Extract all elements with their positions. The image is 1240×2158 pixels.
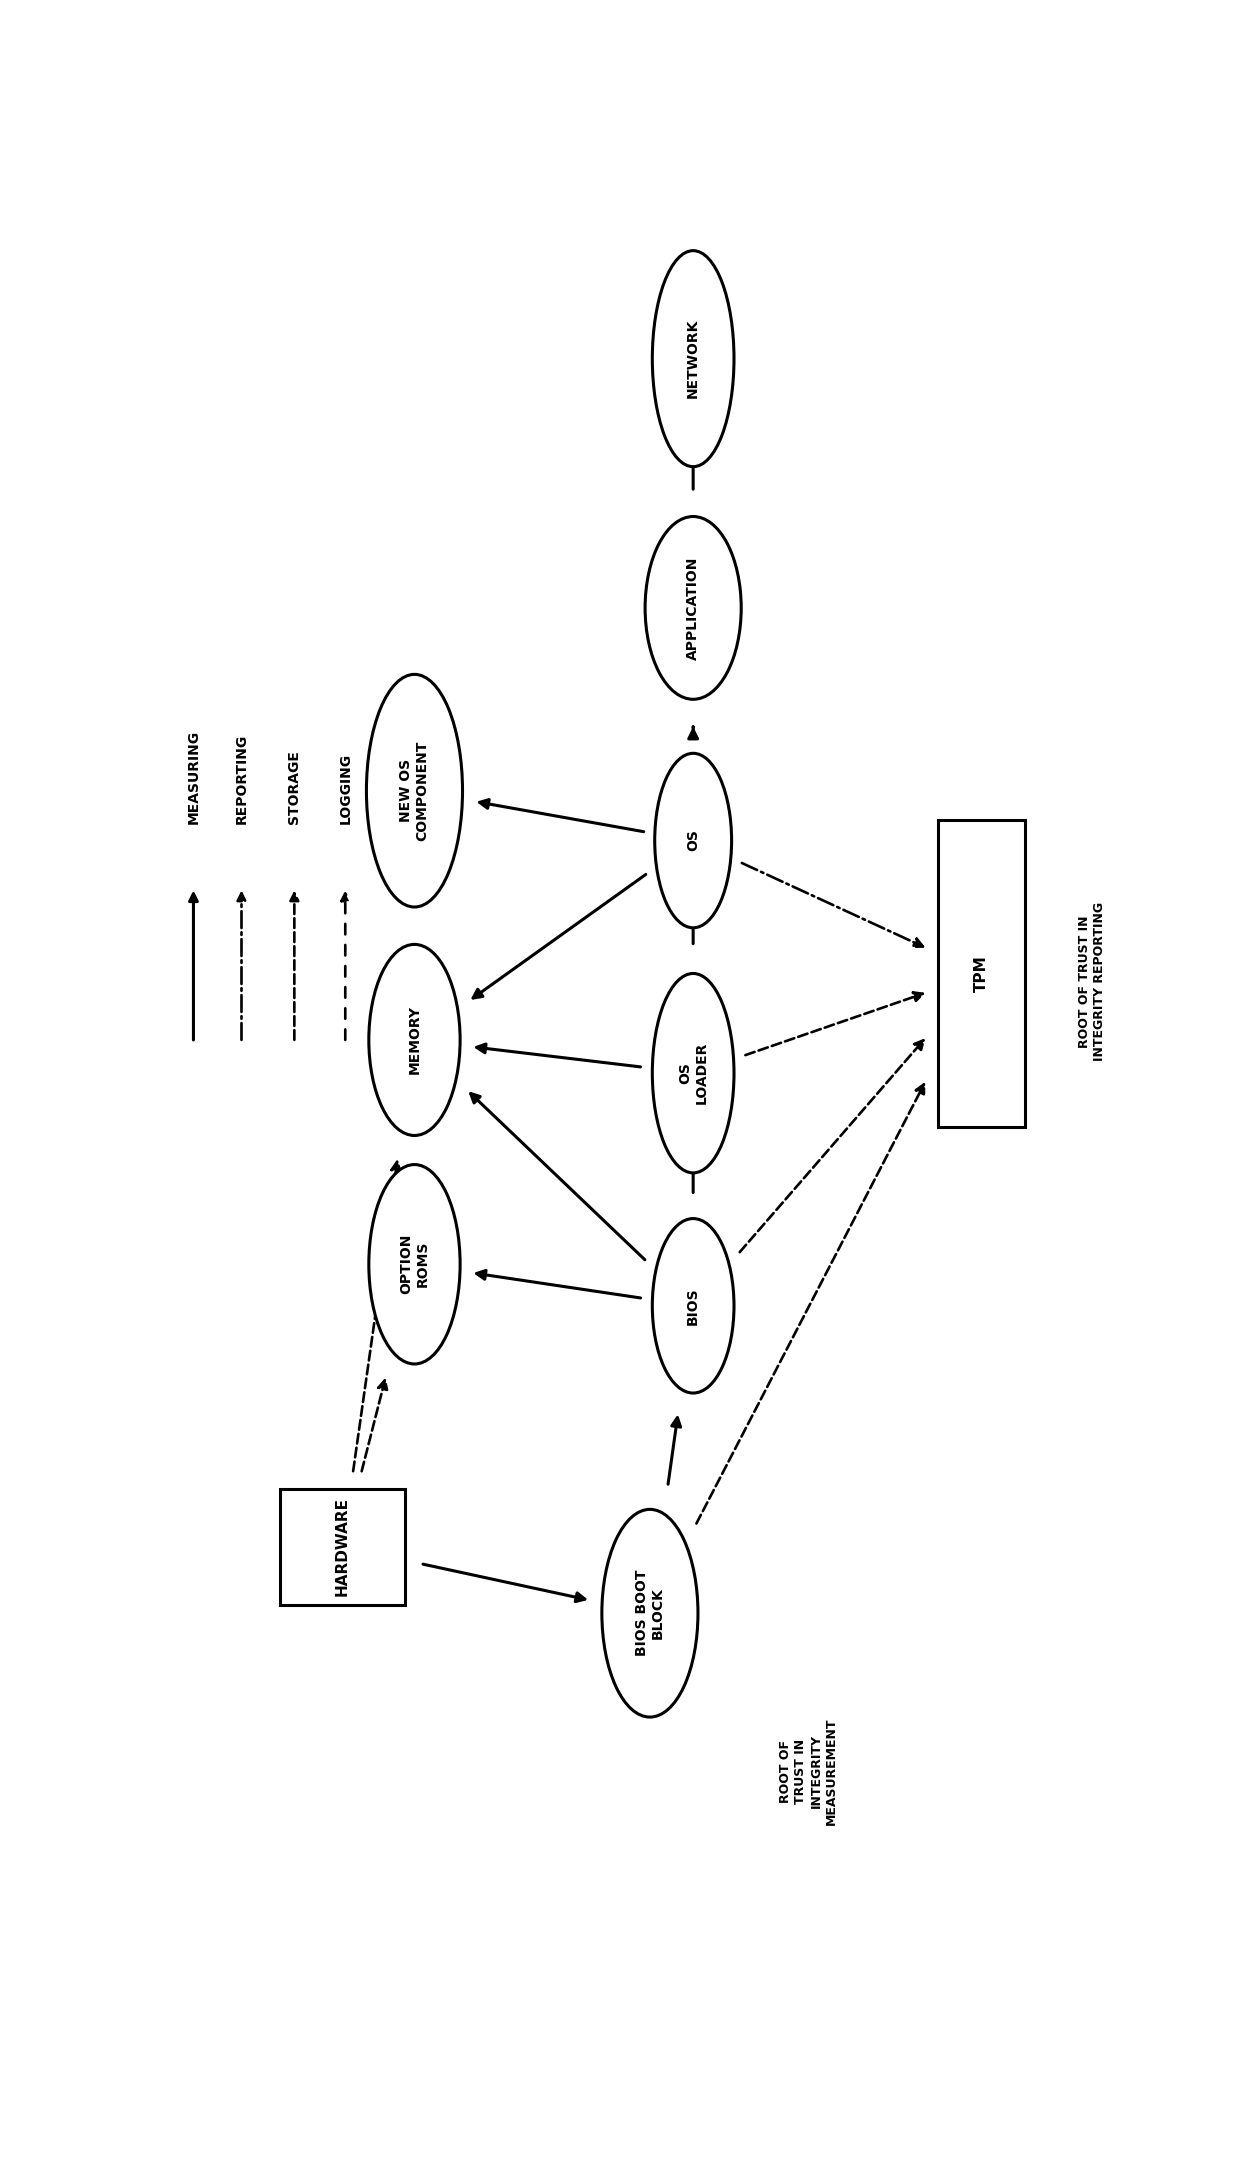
Text: MEASURING: MEASURING (186, 729, 201, 824)
Text: NETWORK: NETWORK (686, 319, 701, 399)
Bar (939, 820, 1024, 1126)
Text: OPTION
ROMS: OPTION ROMS (399, 1234, 429, 1295)
Ellipse shape (652, 973, 734, 1174)
Ellipse shape (368, 1165, 460, 1364)
Ellipse shape (368, 945, 460, 1135)
Text: STORAGE: STORAGE (288, 751, 301, 824)
Text: TPM: TPM (973, 956, 990, 993)
Ellipse shape (601, 1508, 698, 1718)
Ellipse shape (645, 516, 742, 699)
Text: BIOS BOOT
BLOCK: BIOS BOOT BLOCK (635, 1571, 665, 1657)
Text: ROOT OF
TRUST IN
INTEGRITY
MEASUREMENT: ROOT OF TRUST IN INTEGRITY MEASUREMENT (780, 1718, 837, 1826)
Text: ROOT OF TRUST IN
INTEGRITY REPORTING: ROOT OF TRUST IN INTEGRITY REPORTING (1078, 902, 1106, 1062)
Ellipse shape (652, 1219, 734, 1394)
Text: NEW OS
COMPONENT: NEW OS COMPONENT (399, 740, 429, 842)
Bar (280, 1489, 404, 1606)
Text: BIOS: BIOS (686, 1286, 701, 1325)
Text: REPORTING: REPORTING (234, 734, 248, 824)
Text: HARDWARE: HARDWARE (335, 1498, 350, 1597)
Text: MEMORY: MEMORY (408, 1006, 422, 1075)
Text: OS
LOADER: OS LOADER (678, 1042, 708, 1105)
Ellipse shape (367, 673, 463, 906)
Text: APPLICATION: APPLICATION (686, 557, 701, 660)
Ellipse shape (652, 250, 734, 466)
Text: LOGGING: LOGGING (339, 753, 352, 824)
Text: OS: OS (686, 829, 701, 852)
Ellipse shape (655, 753, 732, 928)
